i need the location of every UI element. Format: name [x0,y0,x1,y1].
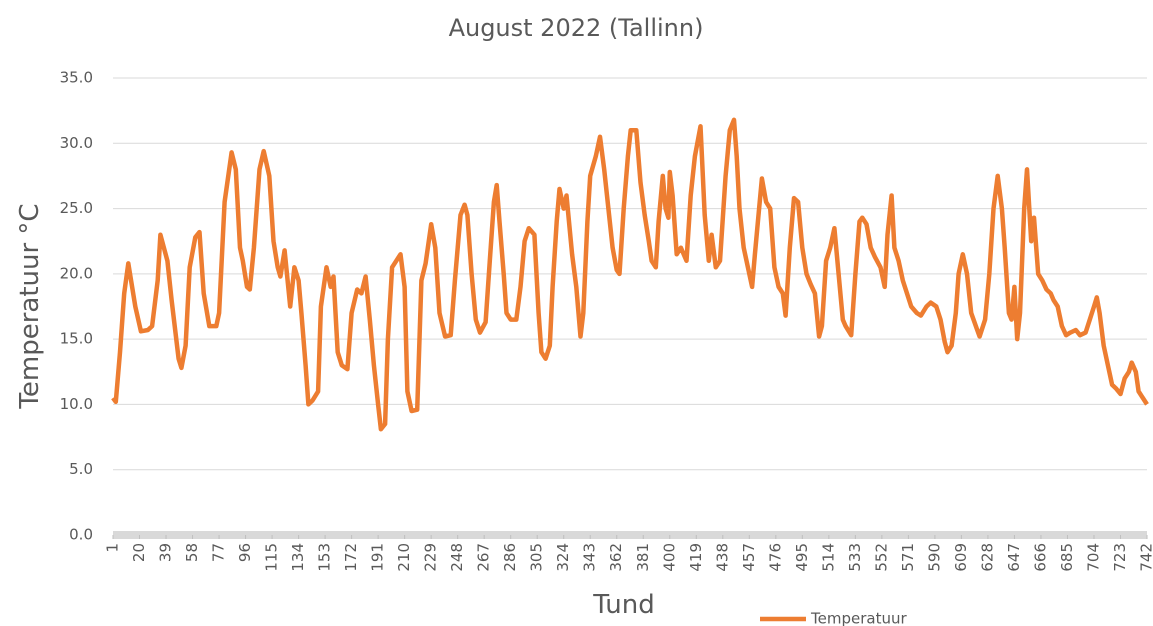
x-tick-label: 400 [660,543,678,572]
x-tick-label: 172 [342,543,360,572]
x-tick-label: 267 [475,543,493,572]
x-tick-label: 134 [289,543,307,572]
y-tick-label: 0.0 [69,526,93,544]
x-tick-label: 58 [183,543,201,562]
x-tick-label: 305 [528,543,546,572]
chart-title: August 2022 (Tallinn) [449,14,704,42]
legend-label: Temperatuur [810,610,907,626]
x-tick-label: 666 [1031,543,1049,572]
x-axis-band [113,531,1147,539]
x-tick-label: 153 [316,543,334,572]
x-tick-label: 210 [395,543,413,572]
x-tick-label: 723 [1111,543,1129,572]
x-tick-label: 438 [713,543,731,572]
x-tick-label: 419 [687,543,705,572]
x-tick-label: 647 [1005,543,1023,572]
x-tick-label: 324 [554,543,572,572]
x-tick-label: 20 [130,543,148,562]
x-axis-title: Tund [592,590,654,620]
x-tick-label: 381 [634,543,652,572]
x-tick-label: 229 [422,543,440,572]
y-tick-label: 30.0 [60,134,93,152]
x-tick-label: 533 [846,543,864,572]
x-tick-label: 476 [766,543,784,572]
x-tick-label: 1 [104,543,122,553]
y-tick-label: 10.0 [60,395,93,413]
y-tick-label: 25.0 [60,199,93,217]
x-tick-label: 552 [872,543,890,572]
x-tick-label: 704 [1084,543,1102,572]
y-axis-title: Temperatuur °C [15,203,45,409]
y-tick-label: 15.0 [60,330,93,348]
x-tick-label: 286 [501,543,519,572]
x-tick-label: 609 [952,543,970,572]
y-tick-label: 20.0 [60,264,93,282]
y-tick-label: 5.0 [69,460,93,478]
x-tick-label: 742 [1138,543,1153,572]
x-tick-label: 115 [263,543,281,572]
x-tick-label: 590 [925,543,943,572]
x-tick-label: 77 [210,543,228,562]
x-tick-label: 362 [607,543,625,572]
x-tick-label: 685 [1058,543,1076,572]
x-tick-label: 248 [448,543,466,572]
x-tick-label: 628 [978,543,996,572]
x-tick-label: 191 [369,543,387,572]
x-tick-label: 495 [793,543,811,572]
x-tick-label: 96 [236,543,254,562]
y-tick-label: 35.0 [60,69,93,87]
x-tick-label: 514 [819,543,837,572]
data-line [111,117,1149,432]
x-tick-label: 571 [899,543,917,572]
x-tick-label: 39 [157,543,175,562]
x-tick-label: 457 [740,543,758,572]
x-tick-label: 343 [581,543,599,572]
